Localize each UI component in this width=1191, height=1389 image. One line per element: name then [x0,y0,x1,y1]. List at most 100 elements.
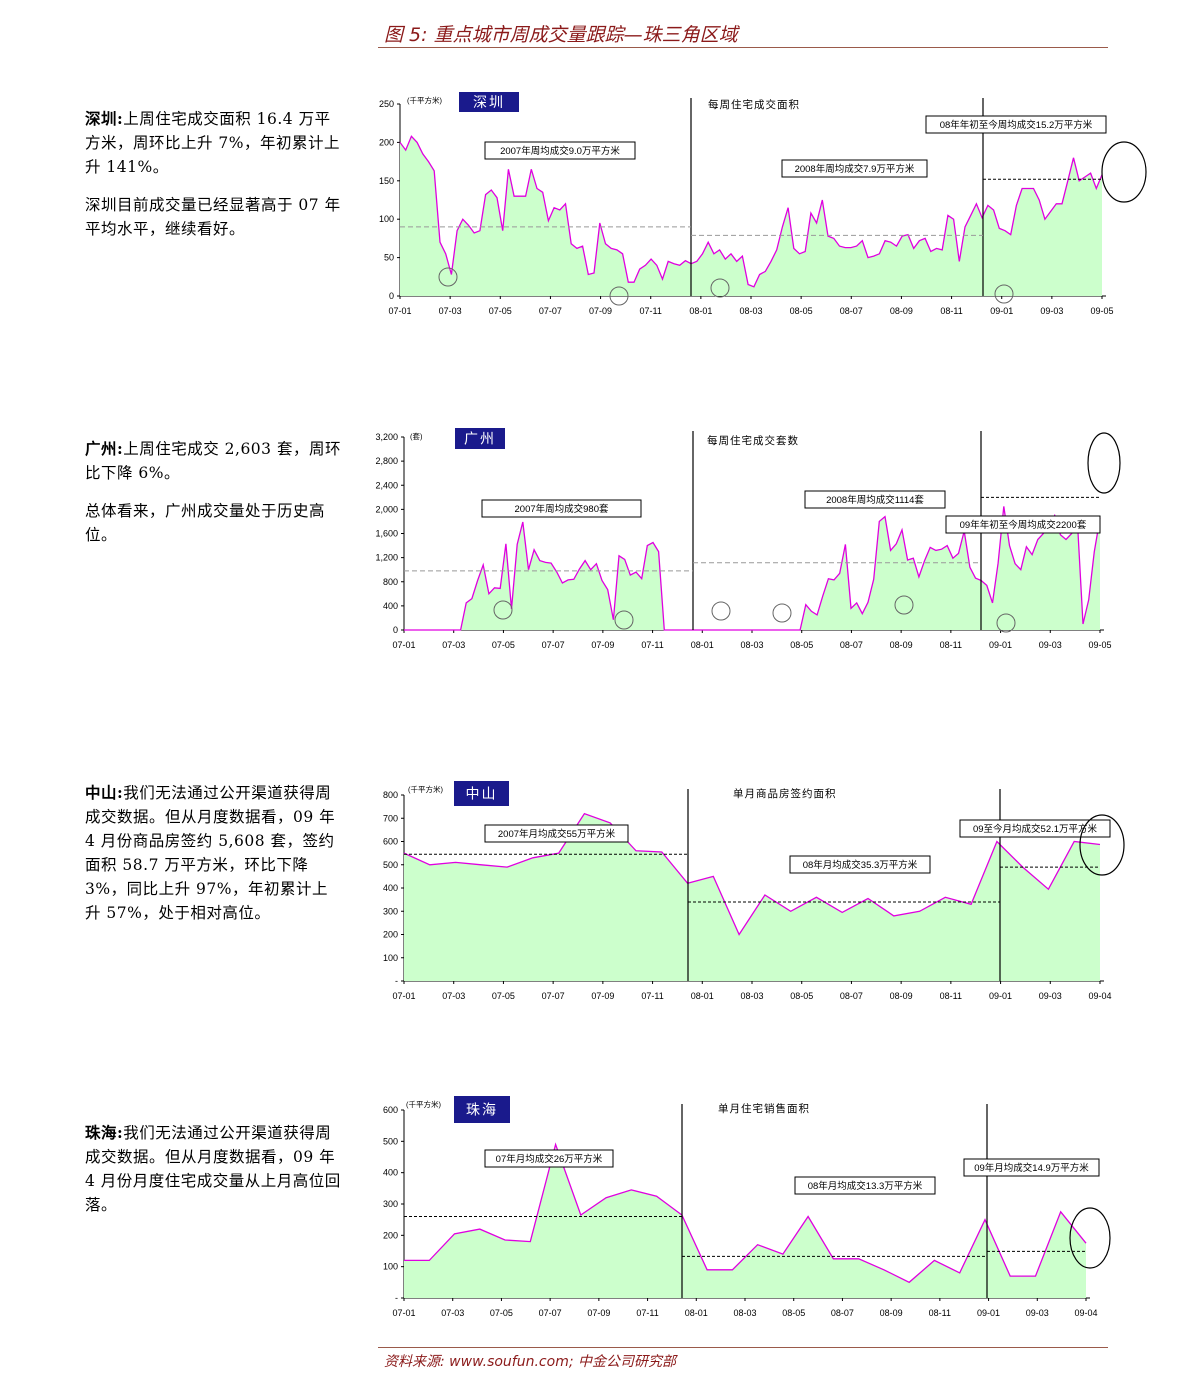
unit-label: (千平方米) [408,784,443,794]
city-badge [454,1096,510,1123]
x-tick-label: 09-04 [1074,1308,1097,1318]
trough-marker [614,610,634,630]
average-label-box [959,819,1111,838]
x-tick-label: 08-01 [689,306,712,316]
y-tick-label: 300 [383,1199,398,1209]
y-tick-label: 2,800 [375,456,398,466]
x-tick-label: 07-03 [439,306,462,316]
average-label: 2008年周均成交7.9万平方米 [795,163,915,175]
y-tick-label: 250 [379,99,394,109]
trough-marker [894,595,914,615]
average-label-box [804,490,946,509]
city-badge-label: 中山 [466,786,498,802]
y-tick-label: 800 [383,577,398,587]
average-label: 07年月均成交26万平方米 [496,1153,603,1165]
y-tick-label: 400 [383,1168,398,1178]
average-label: 08年月均成交35.3万平方米 [803,859,918,871]
x-tick-label: 08-09 [880,1308,903,1318]
average-label: 2008年周均成交1114套 [826,494,924,506]
average-label-box [484,824,629,843]
chart-subtitle: 每周住宅成交面积 [708,98,800,111]
x-tick-label: 08-05 [790,306,813,316]
city-lead: 珠海: [85,1123,124,1142]
y-tick-label: 200 [383,930,398,940]
x-tick-label: 07-11 [640,306,662,316]
trough-marker [996,613,1016,633]
x-tick-label: 07-09 [587,1308,610,1318]
x-tick-label: 08-07 [840,306,863,316]
commentary-zhuhai: 珠海:我们无法通过公开渠道获得周成交数据。但从月度数据看，09 年 4 月份月度… [85,1121,343,1231]
series-line [404,1142,1087,1284]
y-tick-label: 500 [383,860,398,870]
y-tick-label: - [395,1293,398,1303]
x-tick-label: 09-01 [990,306,1013,316]
x-tick-label: 08-05 [782,1308,805,1318]
city-badge [459,92,519,112]
average-label-box [945,515,1101,534]
x-tick-label: 07-07 [539,306,562,316]
y-tick-label: 400 [383,601,398,611]
x-tick-label: 08-11 [940,640,962,650]
average-label: 09至今月均成交52.1万平方米 [973,823,1098,835]
x-tick-label: 07-07 [539,1308,562,1318]
x-tick-label: 07-09 [591,991,614,1001]
average-label: 2007年周均成交9.0万平方米 [500,145,620,157]
y-tick-label: 600 [383,837,398,847]
highlight-ellipse [1079,814,1125,876]
average-label-box [484,1149,614,1168]
y-tick-label: 500 [383,1136,398,1146]
y-tick-label: 3,200 [375,432,398,442]
series-line [404,506,1101,631]
x-tick-label: 08-09 [890,991,913,1001]
x-tick-label: 08-11 [929,1308,951,1318]
unit-label: (千平方米) [406,1099,441,1109]
x-tick-label: 08-07 [831,1308,854,1318]
city-badge-label: 广州 [464,431,496,447]
city-lead: 中山: [85,783,124,802]
commentary-text: 上周住宅成交面积 16.4 万平方米，周环比上升 7%，年初累计上升 141%。 [85,110,341,176]
average-label-box [925,115,1107,134]
x-tick-label: 07-05 [490,1308,513,1318]
series-line [399,135,1103,288]
city-lead: 广州: [85,439,124,458]
series-area [404,813,1100,981]
x-tick-label: 09-03 [1026,1308,1049,1318]
chart-zhuhai: - 100 200 300 400 500 600 07-01 07-03 07-05 07-07 0… [383,1096,1111,1318]
chart-zhongshan: - 100 200 300 400 500 600 700 800 07-01 07-03 07-05… [383,781,1125,1001]
trough-marker [711,601,731,621]
y-tick-label: 0 [389,291,394,301]
average-label-box [481,499,642,518]
x-tick-label: 09-01 [977,1308,1000,1318]
x-tick-label: 07-09 [589,306,612,316]
y-tick-label: 100 [383,1262,398,1272]
trough-marker [994,284,1014,304]
average-label-box [781,159,928,178]
x-tick-label: 09-03 [1039,991,1062,1001]
x-tick-label: 07-01 [392,640,415,650]
x-tick-label: 07-01 [392,991,415,1001]
average-label: 08年月均成交13.3万平方米 [808,1180,923,1192]
x-tick-label: 07-07 [542,640,565,650]
x-tick-label: 07-07 [542,991,565,1001]
x-tick-label: 08-03 [740,991,763,1001]
x-tick-label: 07-11 [641,640,663,650]
x-tick-label: 09-01 [989,640,1012,650]
chart-subtitle: 单月商品房签约面积 [733,787,837,800]
x-tick-label: 07-11 [641,991,663,1001]
x-tick-label: 09-01 [989,991,1012,1001]
y-tick-label: 1,200 [375,553,398,563]
x-tick-label: 07-03 [441,1308,464,1318]
series-area [404,506,1100,630]
average-label: 09年年初至今周均成交2200套 [960,519,1087,531]
unit-label: (套) [410,431,423,441]
x-tick-label: 07-05 [489,306,512,316]
trough-marker [772,603,792,623]
x-tick-label: 08-03 [740,640,763,650]
x-tick-label: 07-05 [492,991,515,1001]
x-tick-label: 08-09 [890,306,913,316]
x-tick-label: 08-05 [790,640,813,650]
x-tick-label: 09-03 [1039,640,1062,650]
x-tick-label: 08-11 [940,306,962,316]
x-tick-label: 08-01 [691,640,714,650]
average-label-box [789,855,931,874]
